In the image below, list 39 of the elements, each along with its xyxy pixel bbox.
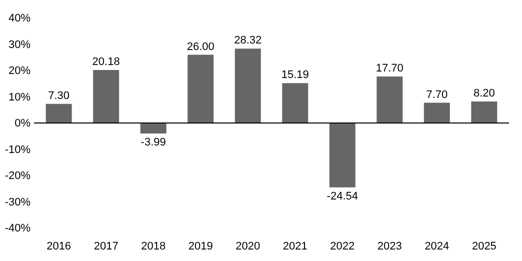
bar xyxy=(234,48,261,123)
data-label: -3.99 xyxy=(140,136,166,148)
x-tick-label: 2022 xyxy=(330,240,355,252)
y-tick-label: -40% xyxy=(4,222,31,234)
data-label: 7.30 xyxy=(48,90,70,102)
x-tick-label: 2018 xyxy=(141,240,166,252)
x-tick-label: 2025 xyxy=(472,240,496,252)
bar xyxy=(46,104,72,123)
bar xyxy=(329,123,356,188)
bar xyxy=(188,54,214,123)
x-tick-label: 2019 xyxy=(188,240,213,252)
bar xyxy=(282,83,308,123)
data-label: 15.19 xyxy=(281,69,309,82)
bar xyxy=(471,101,498,123)
data-label: 28.32 xyxy=(234,34,262,47)
bar xyxy=(376,76,403,123)
x-tick-label: 2017 xyxy=(94,240,118,252)
x-tick-label: 2024 xyxy=(424,240,450,252)
y-tick-label: 20% xyxy=(8,65,31,77)
data-label: 7.70 xyxy=(426,88,448,101)
x-tick-label: 2021 xyxy=(282,240,308,252)
bar xyxy=(93,70,120,123)
data-label: 26.00 xyxy=(186,40,214,53)
data-label: 17.70 xyxy=(376,62,404,75)
bar xyxy=(140,123,166,134)
bar xyxy=(424,102,450,123)
data-label: -24.54 xyxy=(326,190,358,202)
y-tick-label: 40% xyxy=(8,12,31,24)
x-tick-label: 2023 xyxy=(377,240,402,252)
y-tick-label: 0% xyxy=(14,118,31,130)
x-tick-label: 2016 xyxy=(46,240,72,252)
y-tick-label: 10% xyxy=(8,91,31,104)
x-tick-label: 2020 xyxy=(236,240,260,252)
y-tick-label: -20% xyxy=(4,170,31,182)
y-tick-label: 30% xyxy=(8,38,31,51)
data-label: 8.20 xyxy=(473,87,495,100)
y-tick-label: -30% xyxy=(4,196,31,208)
y-tick-label: -10% xyxy=(4,144,31,156)
data-label: 20.18 xyxy=(92,56,120,68)
